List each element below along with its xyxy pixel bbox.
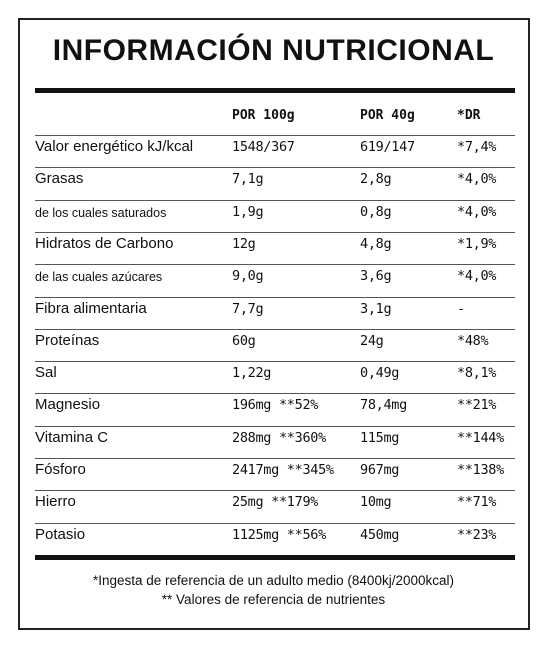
cell-value: 4,8g xyxy=(360,235,392,252)
row-label: Grasas xyxy=(35,170,84,188)
cell-value: 3,1g xyxy=(360,300,392,317)
cell-value: **144% xyxy=(457,429,504,446)
cell-value: 2417mg **345% xyxy=(232,462,334,478)
row-label: Fósforo xyxy=(35,461,86,478)
row-rule xyxy=(35,199,515,201)
row-rule xyxy=(35,135,515,136)
row-rule xyxy=(35,264,515,266)
column-header: POR 100g xyxy=(232,108,295,123)
row-label: Fibra alimentaria xyxy=(35,299,147,317)
cell-value: 0,8g xyxy=(360,203,392,220)
row-rule xyxy=(35,425,515,427)
cell-value: 1125mg **56% xyxy=(232,526,326,543)
row-rule xyxy=(35,393,515,395)
row-label: de los cuales saturados xyxy=(35,205,167,220)
row-rule xyxy=(35,458,515,459)
cell-value: *4,0% xyxy=(457,203,497,220)
cell-value: 1,22g xyxy=(232,365,272,382)
cell-value: 3,6g xyxy=(360,268,392,285)
title: INFORMACIÓN NUTRICIONAL xyxy=(52,34,495,67)
cell-value: 12g xyxy=(232,235,256,252)
cell-value: **138% xyxy=(457,462,504,478)
cell-value: 0,49g xyxy=(360,365,400,382)
cell-value: 24g xyxy=(360,332,384,349)
cell-value: 619/147 xyxy=(360,139,415,155)
cell-value: 196mg **52% xyxy=(232,397,319,414)
cell-value: 288mg **360% xyxy=(232,429,326,446)
cell-value: *7,4% xyxy=(457,139,497,155)
cell-value: 60g xyxy=(232,332,256,349)
cell-value: *4,0% xyxy=(457,268,497,285)
frame xyxy=(18,18,530,630)
row-label: Hierro xyxy=(35,493,76,511)
cell-value: 967mg xyxy=(360,462,400,478)
cell-value: 7,7g xyxy=(232,300,264,317)
cell-value: **21% xyxy=(457,397,497,414)
row-label: Proteínas xyxy=(35,331,100,349)
row-label: Sal xyxy=(35,364,57,382)
row-label: Hidratos de Carbono xyxy=(35,234,174,252)
rule xyxy=(35,88,515,93)
cell-value: *4,0% xyxy=(457,171,497,188)
cell-value: 450mg xyxy=(360,526,400,543)
cell-value: - xyxy=(457,300,465,317)
row-rule xyxy=(35,296,515,298)
cell-value: *48% xyxy=(457,332,489,349)
row-rule xyxy=(35,167,515,169)
row-rule xyxy=(35,361,515,363)
row-label: Magnesio xyxy=(35,396,101,414)
cell-value: 1548/367 xyxy=(232,139,295,155)
cell-value: **23% xyxy=(457,526,497,543)
row-rule xyxy=(35,328,515,330)
cell-value: 10mg xyxy=(360,494,392,511)
cell-value: *1,9% xyxy=(457,235,497,252)
footnote: *Ingesta de referencia de un adulto medi… xyxy=(93,573,454,588)
cell-value: 78,4mg xyxy=(360,397,407,414)
row-rule xyxy=(35,490,515,492)
row-label: Valor energético kJ/kcal xyxy=(35,138,194,155)
cell-value: 25mg **179% xyxy=(232,494,319,511)
row-label: de las cuales azúcares xyxy=(35,270,163,285)
column-header: POR 40g xyxy=(360,108,415,123)
cell-value: *8,1% xyxy=(457,365,497,382)
cell-value: 1,9g xyxy=(232,203,264,220)
cell-value: 7,1g xyxy=(232,171,264,188)
row-rule xyxy=(35,231,515,233)
cell-value: 2,8g xyxy=(360,171,392,188)
row-label: Potasio xyxy=(35,525,86,543)
row-label: Vitamina C xyxy=(35,428,109,446)
cell-value: **71% xyxy=(457,494,497,511)
rule xyxy=(35,555,515,560)
cell-value: 9,0g xyxy=(232,268,264,285)
row-rule xyxy=(35,522,515,524)
cell-value: 115mg xyxy=(360,429,400,446)
footnote: ** Valores de referencia de nutrientes xyxy=(161,592,386,607)
column-header: *DR xyxy=(457,108,481,123)
